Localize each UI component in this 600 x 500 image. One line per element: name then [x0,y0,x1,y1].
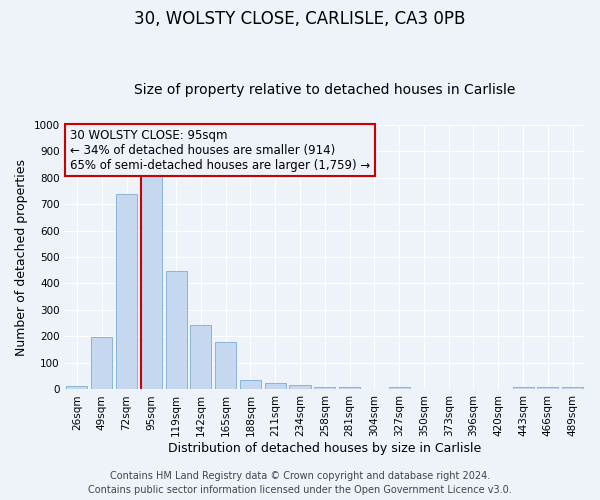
Bar [512,388,533,390]
Bar [389,388,410,390]
Bar [190,325,211,390]
Bar [562,388,583,390]
Bar [289,385,311,390]
X-axis label: Distribution of detached houses by size in Carlisle: Distribution of detached houses by size … [168,442,481,455]
Bar [314,387,335,390]
Bar [240,380,261,390]
Bar [339,388,360,390]
Bar [265,383,286,390]
Y-axis label: Number of detached properties: Number of detached properties [15,158,28,356]
Text: Contains HM Land Registry data © Crown copyright and database right 2024.
Contai: Contains HM Land Registry data © Crown c… [88,471,512,495]
Bar [537,388,559,390]
Bar [91,338,112,390]
Text: 30, WOLSTY CLOSE, CARLISLE, CA3 0PB: 30, WOLSTY CLOSE, CARLISLE, CA3 0PB [134,10,466,28]
Bar [215,342,236,390]
Bar [67,386,88,390]
Bar [166,271,187,390]
Bar [141,168,162,390]
Text: 30 WOLSTY CLOSE: 95sqm
← 34% of detached houses are smaller (914)
65% of semi-de: 30 WOLSTY CLOSE: 95sqm ← 34% of detached… [70,128,370,172]
Bar [116,194,137,390]
Title: Size of property relative to detached houses in Carlisle: Size of property relative to detached ho… [134,83,515,97]
